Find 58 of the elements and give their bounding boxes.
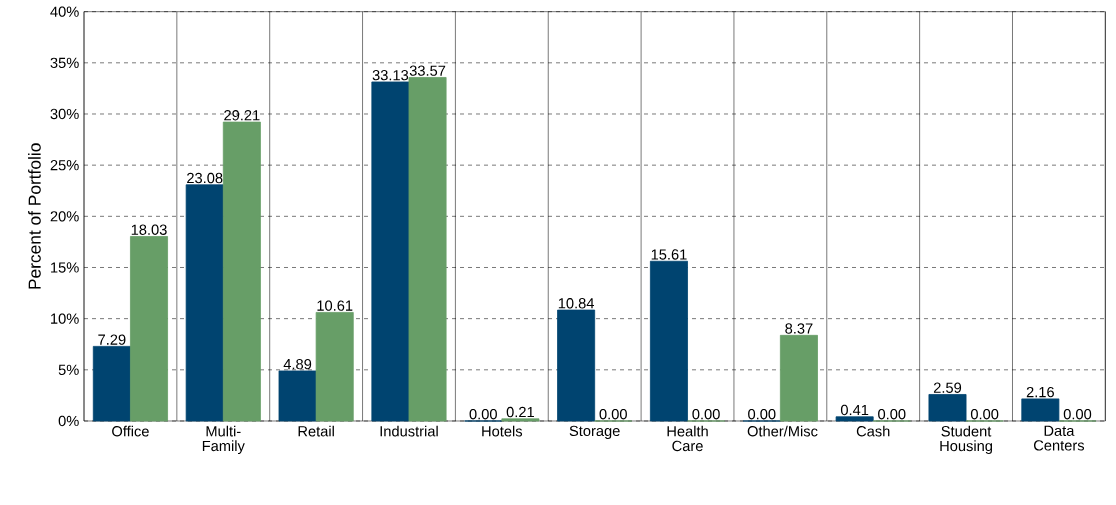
bar <box>130 236 168 422</box>
data-label: 4.89 <box>283 358 312 370</box>
data-label: 23.08 <box>187 172 223 184</box>
bar <box>557 309 596 422</box>
data-label: 10.84 <box>558 298 595 309</box>
x-tick-label: Hotels <box>482 425 523 437</box>
y-tick-label: 10% <box>51 313 79 324</box>
bar <box>222 121 261 422</box>
y-tick-label: 40% <box>50 6 79 17</box>
bar <box>501 418 540 422</box>
x-tick-label: Data Centers <box>1033 425 1085 451</box>
data-label: 33.13 <box>372 69 409 81</box>
y-tick-label: 30% <box>50 108 79 120</box>
x-tick-label: Health Care <box>667 425 708 452</box>
x-tick-label: Industrial <box>380 425 438 437</box>
x-tick-label: Multi-Family <box>202 425 245 455</box>
data-label: 0.00 <box>692 409 720 420</box>
data-label: 0.00 <box>469 409 497 420</box>
x-tick-label: Other/Misc <box>747 425 818 437</box>
bar <box>92 345 131 422</box>
data-label: 2.16 <box>1026 386 1054 398</box>
data-label: 0.41 <box>840 404 869 416</box>
y-tick-label: 15% <box>51 262 79 273</box>
data-label: 33.57 <box>409 65 446 76</box>
data-label: 0.21 <box>506 406 534 418</box>
y-tick-label: 5% <box>58 364 79 375</box>
bar <box>779 334 818 422</box>
bar <box>649 260 688 422</box>
bar <box>928 394 967 422</box>
data-label: 0.00 <box>748 409 776 420</box>
data-label: 0.00 <box>1063 409 1092 420</box>
y-tick-label: 35% <box>50 57 79 69</box>
y-axis-title: Percent of Portfolio <box>28 143 41 289</box>
x-tick-label: Office <box>112 425 149 437</box>
y-tick-label: 0% <box>58 415 79 427</box>
data-label: 18.03 <box>131 224 167 235</box>
bar <box>371 81 410 422</box>
data-label: 2.59 <box>933 382 962 393</box>
y-tick-label: 25% <box>50 159 79 171</box>
data-label: 7.29 <box>98 334 126 345</box>
data-label: 29.21 <box>224 110 260 121</box>
x-tick-label: Storage <box>569 425 620 439</box>
bar <box>315 312 354 422</box>
bar <box>408 77 447 422</box>
bar <box>835 416 874 422</box>
x-tick-label: Retail <box>298 425 334 437</box>
x-tick-label: Student Housing <box>940 425 993 455</box>
bar <box>278 370 317 422</box>
bar <box>1021 398 1060 422</box>
data-label: 0.00 <box>599 409 627 420</box>
y-tick-label: 20% <box>50 211 79 222</box>
data-label: 15.61 <box>651 249 687 260</box>
x-tick-label: Cash <box>856 425 890 437</box>
data-label: 10.61 <box>317 300 353 311</box>
data-label: 0.00 <box>970 409 999 420</box>
data-label: 0.00 <box>878 409 906 420</box>
bar <box>185 184 224 422</box>
data-label: 8.37 <box>785 323 813 334</box>
